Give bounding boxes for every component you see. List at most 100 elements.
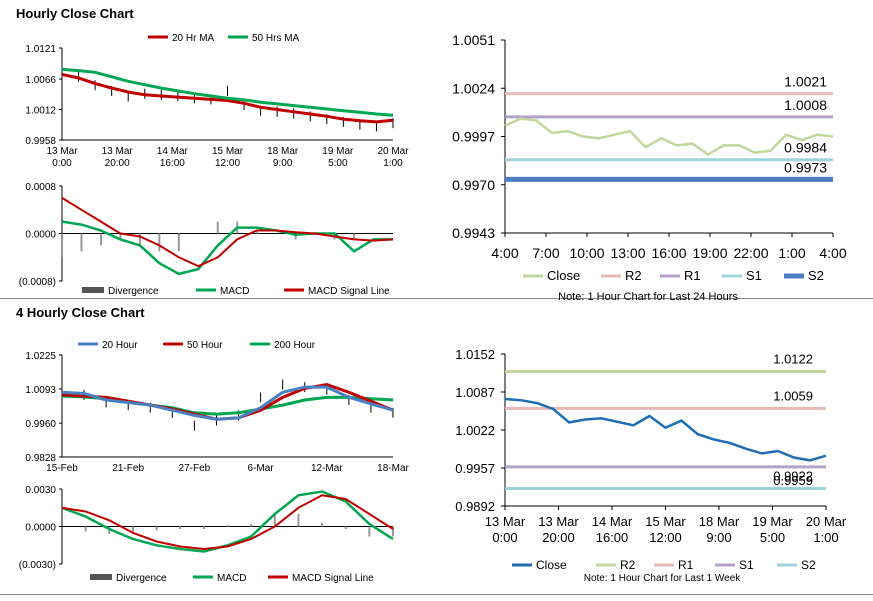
y-tick-label: 0.9970 xyxy=(452,177,495,193)
y-tick-label: 0.9958 xyxy=(25,136,56,147)
section-title-four-hourly: 4 Hourly Close Chart xyxy=(16,305,145,320)
x-tick-label: 13 Mar xyxy=(485,514,526,529)
y-tick-label: 1.0225 xyxy=(25,351,56,362)
x-tick-label: 16:00 xyxy=(160,158,185,169)
x-tick-label: 20 Mar xyxy=(806,514,847,529)
y-tick-label: 0.0030 xyxy=(25,485,56,496)
legend-s2-label: S2 xyxy=(801,558,816,572)
legend-r1-label: R1 xyxy=(684,268,701,283)
ma-line-0 xyxy=(61,73,394,124)
x-tick-label: 14 Mar xyxy=(157,146,189,157)
y-tick-label: 1.0121 xyxy=(25,44,56,55)
x-tick-label: 0:00 xyxy=(52,158,72,169)
x-tick-label: 22:00 xyxy=(733,245,768,261)
x-tick-label: 20 Mar xyxy=(377,146,409,157)
y-tick-label: 0.9960 xyxy=(25,419,56,430)
x-tick-label: 10:00 xyxy=(569,245,604,261)
x-tick-label: 20:00 xyxy=(105,158,130,169)
y-tick-label: (0.0030) xyxy=(19,560,56,571)
x-tick-label: 27-Feb xyxy=(179,463,211,474)
x-tick-label: 13 Mar xyxy=(46,146,78,157)
legend-s1-label: S1 xyxy=(739,558,754,572)
x-tick-label: 18 Mar xyxy=(267,146,299,157)
x-tick-label: 19 Mar xyxy=(322,146,354,157)
x-tick-label: 7:00 xyxy=(532,245,559,261)
legend-signal-label: MACD Signal Line xyxy=(292,573,374,584)
y-tick-label: 0.0000 xyxy=(25,523,56,534)
x-tick-label: 9:00 xyxy=(706,530,731,545)
x-tick-label: 14 Mar xyxy=(592,514,633,529)
x-tick-label: 18 Mar xyxy=(699,514,740,529)
level-label-r2: 1.0122 xyxy=(773,352,813,367)
legend-50hrs-ma-label: 50 Hrs MA xyxy=(252,33,300,44)
legend-divergence-label: Divergence xyxy=(108,286,159,297)
y-tick-label: 0.9892 xyxy=(455,499,495,514)
x-tick-label: 13 Mar xyxy=(102,146,134,157)
level-label-r1: 1.0008 xyxy=(784,97,827,113)
legend-r2-label: R2 xyxy=(620,558,636,572)
y-tick-label: 1.0012 xyxy=(25,106,56,117)
y-tick-label: 1.0087 xyxy=(455,385,495,400)
section-divider xyxy=(0,298,873,299)
x-tick-label: 5:00 xyxy=(760,530,785,545)
ma-20-line xyxy=(61,385,394,421)
x-tick-label: 13:00 xyxy=(610,245,645,261)
y-tick-label: 1.0024 xyxy=(452,80,495,96)
level-label-r1: 1.0059 xyxy=(773,388,813,403)
chart-note: Note: 1 Hour Chart for Last 1 Week xyxy=(584,573,742,584)
section-title-hourly: Hourly Close Chart xyxy=(16,6,134,21)
y-tick-label: 0.9943 xyxy=(452,225,495,241)
x-tick-label: 15 Mar xyxy=(645,514,686,529)
x-tick-label: 18-Mar xyxy=(377,463,409,474)
x-tick-label: 19 Mar xyxy=(752,514,793,529)
x-tick-label: 4:00 xyxy=(819,245,846,261)
level-label-r2: 1.0021 xyxy=(784,74,827,90)
x-tick-label: 13 Mar xyxy=(538,514,579,529)
y-tick-label: 0.9957 xyxy=(455,461,495,476)
y-tick-label: 0.9997 xyxy=(452,129,495,145)
x-tick-label: 15-Feb xyxy=(46,463,78,474)
legend-r1-label: R1 xyxy=(678,558,694,572)
x-tick-label: 21-Feb xyxy=(112,463,144,474)
x-tick-label: 4:00 xyxy=(491,245,518,261)
bottom-divider xyxy=(0,594,873,595)
x-tick-label: 0:00 xyxy=(492,530,517,545)
x-tick-label: 9:00 xyxy=(273,158,293,169)
legend-s2-label: S2 xyxy=(808,268,824,283)
y-tick-label: 0.0000 xyxy=(25,230,56,241)
legend-20hr-ma-label: 20 Hr MA xyxy=(172,33,215,44)
level-label-s1: 0.9984 xyxy=(784,140,827,156)
y-tick-label: 0.0008 xyxy=(25,182,56,193)
y-tick-label: 0.9828 xyxy=(25,453,56,464)
legend-divergence-swatch xyxy=(82,287,104,293)
legend-signal-label: MACD Signal Line xyxy=(308,286,390,297)
level-label-s2: 0.9922 xyxy=(773,468,813,483)
ma-line-1 xyxy=(61,67,394,117)
legend-20-hour-label: 20 Hour xyxy=(102,340,138,351)
legend-divergence-swatch xyxy=(90,574,112,580)
x-tick-label: 12-Mar xyxy=(311,463,343,474)
y-tick-label: (0.0008) xyxy=(19,277,56,288)
x-tick-label: 1:00 xyxy=(778,245,805,261)
level-label-s2: 0.9973 xyxy=(784,159,827,175)
x-tick-label: 1:00 xyxy=(813,530,838,545)
y-tick-label: 1.0093 xyxy=(25,385,56,396)
legend-macd-label: MACD xyxy=(217,573,246,584)
x-tick-label: 6-Mar xyxy=(248,463,275,474)
legend-close-label: Close xyxy=(536,558,567,572)
chart-note: Note: 1 Hour Chart for Last 24 Hours xyxy=(558,291,738,303)
x-tick-label: 16:00 xyxy=(596,530,629,545)
close-line xyxy=(504,117,834,156)
x-tick-label: 15 Mar xyxy=(212,146,244,157)
x-tick-label: 5:00 xyxy=(328,158,348,169)
x-tick-label: 12:00 xyxy=(215,158,240,169)
level-label-s1: 0.9959 xyxy=(773,473,813,488)
legend-macd-label: MACD xyxy=(220,286,249,297)
x-tick-label: 20:00 xyxy=(542,530,575,545)
y-tick-label: 1.0051 xyxy=(452,32,495,48)
x-tick-label: 1:00 xyxy=(383,158,403,169)
y-tick-label: 1.0152 xyxy=(455,347,495,362)
legend-divergence-label: Divergence xyxy=(116,573,167,584)
x-tick-label: 12:00 xyxy=(649,530,682,545)
